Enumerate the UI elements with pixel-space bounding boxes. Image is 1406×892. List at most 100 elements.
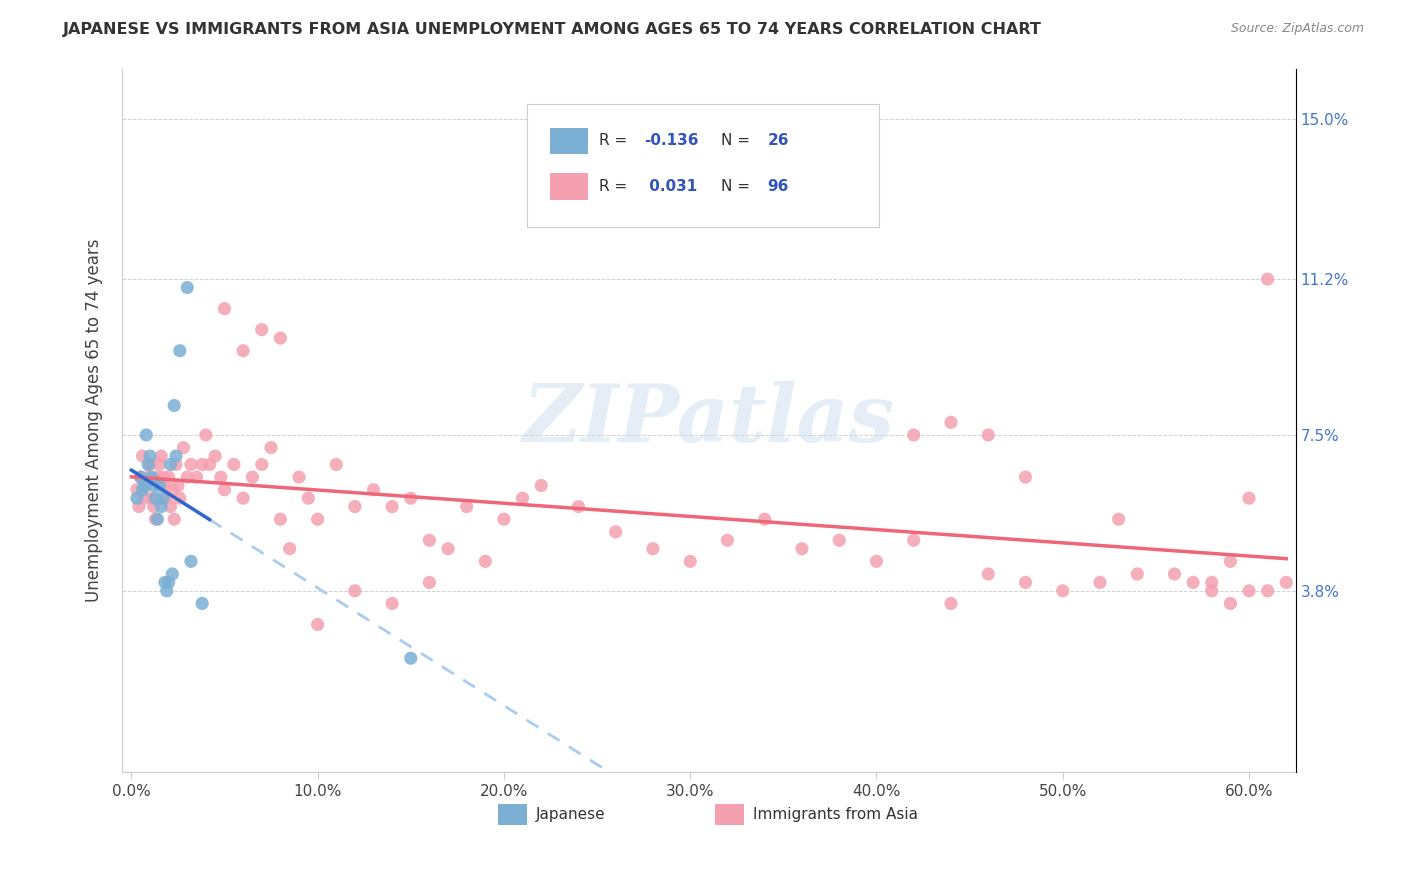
Point — [1237, 583, 1260, 598]
Point — [325, 458, 347, 472]
Point — [492, 512, 515, 526]
Point — [716, 533, 738, 548]
Point — [141, 491, 163, 505]
Point — [214, 483, 236, 497]
Point — [135, 428, 157, 442]
Text: 26: 26 — [768, 134, 789, 148]
FancyBboxPatch shape — [550, 173, 588, 200]
Point — [679, 554, 702, 568]
Point — [1257, 583, 1279, 598]
Point — [169, 491, 191, 505]
Point — [180, 458, 202, 472]
Point — [260, 441, 283, 455]
Point — [136, 458, 159, 472]
Point — [399, 491, 422, 505]
Point — [567, 500, 589, 514]
Point — [1126, 566, 1149, 581]
Text: JAPANESE VS IMMIGRANTS FROM ASIA UNEMPLOYMENT AMONG AGES 65 TO 74 YEARS CORRELAT: JAPANESE VS IMMIGRANTS FROM ASIA UNEMPLO… — [63, 22, 1042, 37]
Point — [297, 491, 319, 505]
FancyBboxPatch shape — [550, 128, 588, 154]
Point — [232, 343, 254, 358]
Text: R =: R = — [599, 179, 631, 194]
Point — [157, 470, 180, 484]
Point — [903, 428, 925, 442]
Point — [191, 458, 214, 472]
Text: 96: 96 — [768, 179, 789, 194]
Text: ZIPatlas: ZIPatlas — [523, 382, 894, 459]
Point — [232, 491, 254, 505]
Point — [142, 478, 165, 492]
Point — [214, 301, 236, 316]
Point — [152, 470, 174, 484]
Point — [162, 483, 184, 497]
Point — [269, 512, 291, 526]
Point — [198, 458, 221, 472]
Point — [790, 541, 813, 556]
Point — [159, 458, 181, 472]
Point — [456, 500, 478, 514]
Point — [1163, 566, 1185, 581]
Point — [162, 566, 184, 581]
Point — [512, 491, 534, 505]
Point — [1275, 575, 1298, 590]
Point — [1201, 583, 1223, 598]
Point — [828, 533, 851, 548]
Point — [381, 500, 404, 514]
Text: Japanese: Japanese — [536, 806, 606, 822]
Point — [977, 428, 1000, 442]
Point — [1088, 575, 1111, 590]
Point — [1014, 575, 1036, 590]
Point — [641, 541, 664, 556]
Point — [1201, 575, 1223, 590]
Point — [754, 512, 776, 526]
Point — [363, 483, 385, 497]
Point — [242, 470, 264, 484]
Point — [250, 323, 273, 337]
Point — [129, 470, 152, 484]
Point — [165, 449, 187, 463]
Point — [399, 651, 422, 665]
Point — [141, 470, 163, 484]
Point — [163, 399, 186, 413]
Point — [129, 470, 152, 484]
Point — [1108, 512, 1130, 526]
Point — [418, 533, 440, 548]
Point — [939, 597, 962, 611]
Point — [1014, 470, 1036, 484]
Point — [134, 478, 156, 492]
Point — [209, 470, 232, 484]
Point — [1219, 597, 1241, 611]
Point — [159, 500, 181, 514]
Point — [605, 524, 627, 539]
Point — [180, 554, 202, 568]
Point — [173, 441, 195, 455]
Point — [1052, 583, 1074, 598]
Point — [125, 483, 148, 497]
Point — [865, 554, 887, 568]
Point — [418, 575, 440, 590]
Text: N =: N = — [720, 179, 755, 194]
FancyBboxPatch shape — [714, 804, 744, 825]
Text: Source: ZipAtlas.com: Source: ZipAtlas.com — [1230, 22, 1364, 36]
Point — [128, 500, 150, 514]
Point — [474, 554, 496, 568]
Text: R =: R = — [599, 134, 631, 148]
Point — [139, 449, 162, 463]
Point — [136, 470, 159, 484]
Text: 0.031: 0.031 — [644, 179, 697, 194]
Point — [134, 491, 156, 505]
Point — [148, 478, 170, 492]
Point — [343, 583, 366, 598]
Point — [307, 512, 329, 526]
Point — [157, 575, 180, 590]
Point — [152, 491, 174, 505]
Y-axis label: Unemployment Among Ages 65 to 74 years: Unemployment Among Ages 65 to 74 years — [86, 238, 103, 602]
Point — [194, 428, 217, 442]
Point — [169, 343, 191, 358]
Point — [150, 500, 173, 514]
Point — [269, 331, 291, 345]
Point — [1182, 575, 1205, 590]
Point — [125, 491, 148, 505]
Point — [150, 449, 173, 463]
Point — [1219, 554, 1241, 568]
